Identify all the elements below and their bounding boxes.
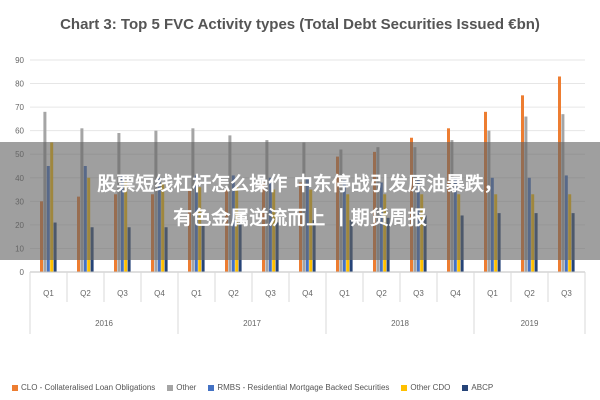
- headline-line-1: 股票短线杠杆怎么操作 中东停战引发原油暴跌，: [97, 173, 503, 195]
- legend-label: ABCP: [471, 383, 494, 392]
- chart-title: Chart 3: Top 5 FVC Activity types (Total…: [60, 16, 540, 33]
- x-tick-label: Q3: [265, 289, 276, 298]
- y-tick-label: 70: [15, 103, 24, 112]
- year-label: 2018: [391, 319, 409, 328]
- legend-label: RMBS - Residential Mortgage Backed Secur…: [217, 383, 390, 392]
- legend-item-1: CLO - Collateralised Loan Obligations: [12, 383, 155, 392]
- year-label: 2017: [243, 319, 261, 328]
- x-tick-label: Q4: [302, 289, 313, 298]
- x-axis: Q1 Q2 Q3 Q4 Q1 Q2 Q3 Q4 Q1 Q2 Q3 Q4 Q1 Q2 Q3 2016 2017 20…: [29, 271, 586, 334]
- x-tick-label: Q4: [450, 289, 461, 298]
- news-headline-overlay[interactable]: 股票短线杠杆怎么操作 中东停战引发原油暴跌， 有色金属逆流而上 丨期货周报: [0, 142, 600, 260]
- x-tick-label: Q1: [43, 289, 54, 298]
- legend-swatch: [12, 384, 18, 391]
- x-tick-label: Q1: [339, 289, 350, 298]
- legend-swatch: [208, 384, 215, 391]
- y-tick-label: 0: [20, 268, 25, 277]
- x-tick-label: Q2: [80, 289, 91, 298]
- x-tick-label: Q2: [376, 289, 387, 298]
- year-label: 2016: [95, 319, 113, 328]
- x-tick-label: Q4: [154, 289, 165, 298]
- x-tick-label: Q3: [117, 289, 128, 298]
- legend: CLO - Collateralised Loan Obligations Oth…: [12, 383, 597, 392]
- legend-swatch: [462, 384, 469, 391]
- legend-label: CLO - Collateralised Loan Obligations: [21, 383, 156, 392]
- legend-label: Other: [176, 383, 197, 392]
- y-tick-label: 90: [15, 56, 24, 65]
- legend-swatch: [167, 384, 174, 391]
- legend-item-3: RMBS - Residential Mortgage Backed Secur…: [208, 383, 389, 392]
- x-tick-label: Q3: [561, 289, 572, 298]
- x-tick-label: Q1: [191, 289, 202, 298]
- x-tick-label: Q1: [487, 289, 498, 298]
- x-tick-label: Q2: [524, 289, 535, 298]
- legend-item-2: Other: [167, 383, 196, 392]
- y-tick-label: 60: [15, 127, 24, 136]
- legend-item-5: ABCP: [462, 383, 493, 392]
- x-tick-label: Q3: [413, 289, 424, 298]
- legend-item-4: Other CDO: [401, 383, 450, 392]
- x-tick-label: Q2: [228, 289, 239, 298]
- headline-line-2: 有色金属逆流而上 丨期货周报: [173, 207, 427, 229]
- year-label: 2019: [521, 319, 539, 328]
- y-tick-label: 80: [15, 80, 24, 89]
- legend-label: Other CDO: [410, 383, 451, 392]
- legend-swatch: [401, 384, 408, 391]
